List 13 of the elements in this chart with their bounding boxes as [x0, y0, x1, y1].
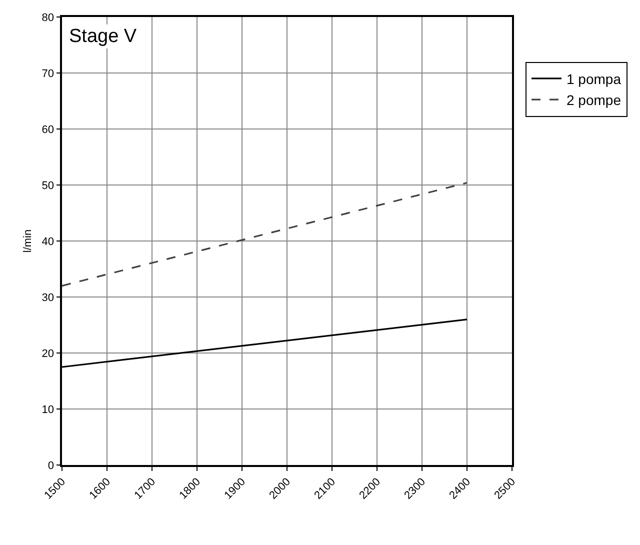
- y-tick-label: 80: [42, 12, 54, 24]
- y-tick-label: 60: [42, 124, 54, 136]
- y-tick-label: 0: [48, 460, 54, 472]
- y-axis-title: l/min: [22, 229, 34, 253]
- y-tick-label: 10: [42, 404, 54, 416]
- y-tick-label: 30: [42, 292, 54, 304]
- y-tick-label: 50: [42, 180, 54, 192]
- legend-label: 2 pompe: [566, 92, 622, 108]
- y-tick-label: 70: [42, 68, 54, 80]
- legend-label: 1 pompa: [566, 70, 622, 87]
- y-tick-label: 20: [42, 348, 54, 360]
- y-tick-label: 40: [42, 236, 54, 248]
- annotation: Stage V: [69, 26, 137, 47]
